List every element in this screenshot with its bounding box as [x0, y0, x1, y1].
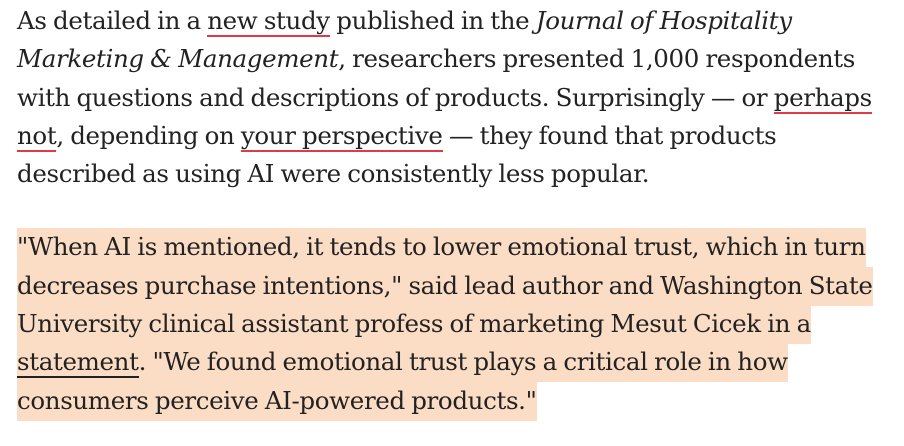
- perhaps-not-link[interactable]: perhaps not: [17, 82, 872, 152]
- article-body: As detailed in a new study published in …: [17, 0, 901, 421]
- quote-text: . "We found emotional trust plays a crit…: [17, 347, 788, 415]
- paragraph-text: published in the: [329, 6, 536, 35]
- paragraph-text: As detailed in a: [17, 6, 208, 35]
- journal-title: Journal of Hospitality Marketing & Manag…: [17, 6, 792, 74]
- highlighted-quote-paragraph: "When AI is mentioned, it tends to lower…: [17, 228, 901, 421]
- paragraph-text: , depending on: [56, 120, 241, 150]
- article-paragraph: As detailed in a new study published in …: [17, 0, 901, 193]
- your-perspective-link[interactable]: your perspective: [240, 120, 443, 152]
- new-study-link[interactable]: new study: [207, 6, 330, 37]
- paragraph-text: — they found that products described as …: [17, 120, 777, 189]
- statement-link[interactable]: statement: [17, 347, 139, 379]
- quote-text: "When AI is mentioned, it tends to lower…: [17, 232, 873, 339]
- paragraph-text: , researchers presented 1,000 respondent…: [17, 44, 855, 112]
- highlighted-quote: "When AI is mentioned, it tends to lower…: [17, 228, 873, 421]
